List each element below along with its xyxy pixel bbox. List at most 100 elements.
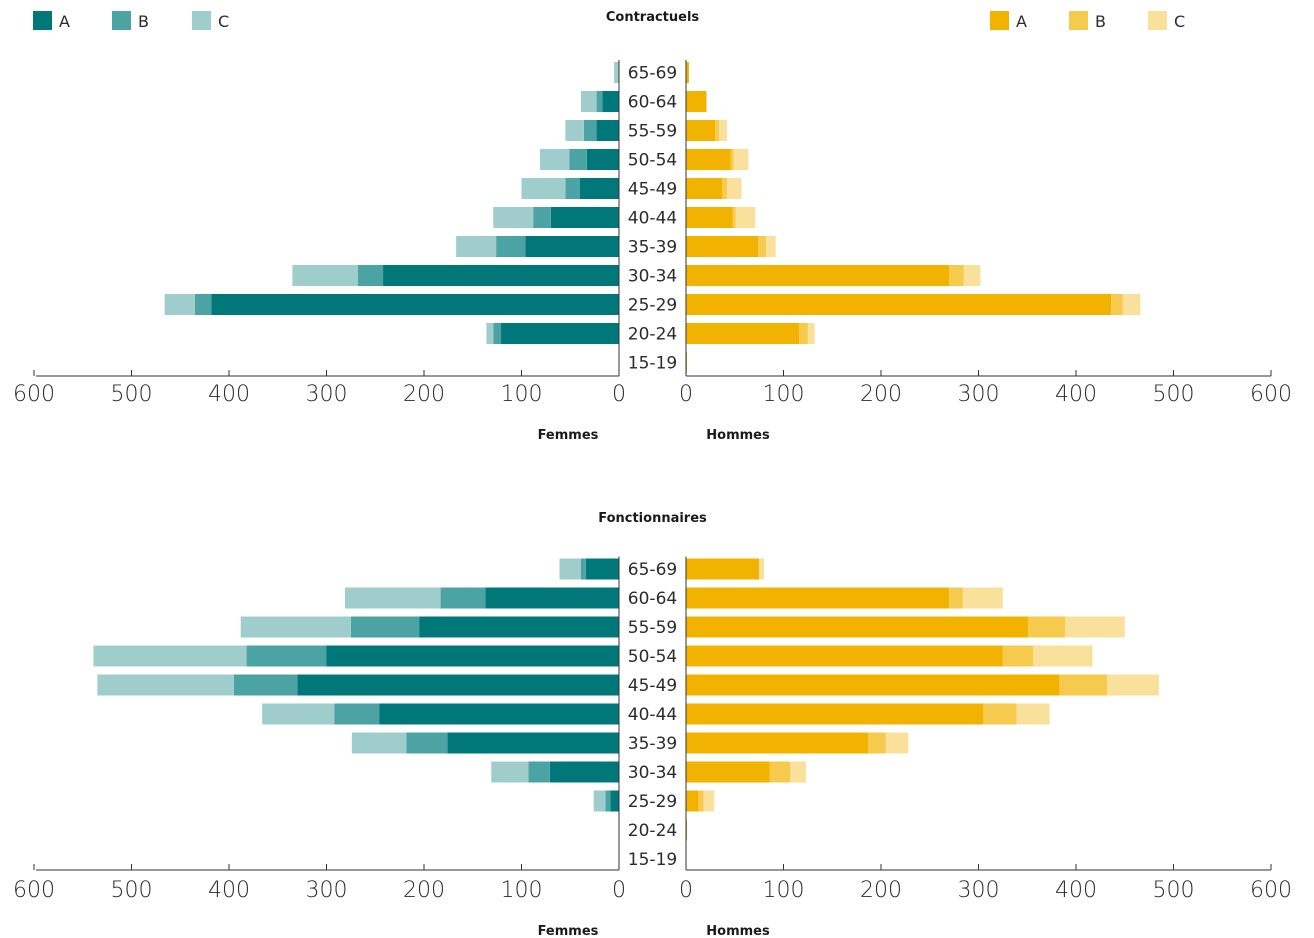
bar-femmes-A-45-49 <box>580 178 619 199</box>
bar-hommes-C-55-59 <box>1065 616 1125 638</box>
bar-femmes-C-65-69 <box>614 62 619 83</box>
bar-hommes-B-40-44 <box>732 207 736 228</box>
legend-swatch-femmes-B <box>112 11 131 30</box>
bar-femmes-B-40-44 <box>533 207 551 228</box>
bar-femmes-C-55-59 <box>240 616 351 638</box>
bar-femmes-C-35-39 <box>351 732 407 754</box>
bar-femmes-B-65-69 <box>580 558 586 580</box>
age-label: 60-64 <box>628 93 677 113</box>
tick-label-hommes: 0 <box>679 878 693 903</box>
tick-label-hommes: 500 <box>1153 382 1195 407</box>
bar-hommes-B-60-64 <box>949 587 963 609</box>
side-label-femmes: Femmes <box>538 924 599 938</box>
bar-femmes-B-30-34 <box>528 761 550 783</box>
bar-femmes-B-40-44 <box>334 703 380 725</box>
age-label: 20-24 <box>628 325 677 345</box>
bar-hommes-C-35-39 <box>885 732 909 754</box>
bar-femmes-A-45-49 <box>297 674 619 696</box>
tick-label-hommes: 400 <box>1055 382 1097 407</box>
bar-femmes-A-25-29 <box>211 294 619 315</box>
bar-femmes-C-45-49 <box>97 674 234 696</box>
bar-hommes-B-25-29 <box>1111 294 1123 315</box>
bar-femmes-B-30-34 <box>357 265 384 286</box>
age-label: 25-29 <box>628 296 677 316</box>
legend-swatch-hommes-C <box>1148 11 1167 30</box>
tick-label-femmes: 100 <box>501 382 543 407</box>
bar-hommes-B-50-54 <box>1002 645 1034 667</box>
tick-label-hommes: 400 <box>1055 878 1097 903</box>
tick-label-hommes: 300 <box>958 382 1000 407</box>
age-label: 15-19 <box>628 354 677 374</box>
bar-femmes-C-65-69 <box>559 558 581 580</box>
age-label: 50-54 <box>628 647 677 667</box>
tick-label-femmes: 600 <box>13 382 55 407</box>
age-label: 30-34 <box>628 763 677 783</box>
tick-label-femmes: 300 <box>306 878 348 903</box>
bar-hommes-A-40-44 <box>686 207 733 228</box>
tick-label-femmes: 200 <box>403 878 445 903</box>
bar-hommes-C-30-34 <box>963 265 981 286</box>
age-label: 65-69 <box>628 560 677 580</box>
chart-title: Contractuels <box>606 10 700 25</box>
age-label: 40-44 <box>628 209 677 229</box>
side-label-femmes: Femmes <box>538 428 599 443</box>
bar-femmes-A-60-64 <box>485 587 619 609</box>
bar-femmes-C-25-29 <box>164 294 195 315</box>
bar-femmes-A-55-59 <box>419 616 619 638</box>
bar-hommes-C-30-34 <box>790 761 806 783</box>
bar-femmes-A-60-64 <box>602 91 619 112</box>
legend-swatch-hommes-B <box>1069 11 1088 30</box>
bar-hommes-A-55-59 <box>686 120 716 141</box>
tick-label-femmes: 300 <box>306 382 348 407</box>
bar-hommes-B-25-29 <box>698 790 704 812</box>
bar-hommes-A-50-54 <box>686 645 1003 667</box>
age-label: 30-34 <box>628 267 677 287</box>
bar-hommes-A-35-39 <box>686 732 869 754</box>
bar-femmes-A-30-34 <box>383 265 619 286</box>
tick-label-hommes: 300 <box>958 878 1000 903</box>
legend-swatch-femmes-C <box>192 11 211 30</box>
age-label: 60-64 <box>628 589 677 609</box>
tick-label-hommes: 500 <box>1153 878 1195 903</box>
bar-femmes-A-40-44 <box>379 703 619 725</box>
bar-hommes-B-55-59 <box>715 120 720 141</box>
age-label: 35-39 <box>628 734 677 754</box>
bar-femmes-A-40-44 <box>550 207 619 228</box>
bar-femmes-C-40-44 <box>262 703 335 725</box>
tick-label-femmes: 400 <box>208 878 250 903</box>
bar-femmes-B-55-59 <box>350 616 420 638</box>
bar-hommes-C-25-29 <box>1122 294 1141 315</box>
bar-femmes-A-35-39 <box>447 732 619 754</box>
legend-swatch-hommes-A <box>990 11 1009 30</box>
bar-femmes-C-30-34 <box>292 265 358 286</box>
bar-hommes-B-20-24 <box>799 323 808 344</box>
bar-femmes-A-50-54 <box>326 645 619 667</box>
bar-hommes-A-25-29 <box>686 294 1112 315</box>
bar-femmes-C-30-34 <box>491 761 529 783</box>
age-label: 50-54 <box>628 151 677 171</box>
tick-label-hommes: 100 <box>763 382 805 407</box>
bar-hommes-B-35-39 <box>758 236 766 257</box>
legend-label-hommes-A: A <box>1016 12 1027 31</box>
bar-hommes-C-40-44 <box>735 207 756 228</box>
tick-label-hommes: 0 <box>679 382 693 407</box>
bar-hommes-A-25-29 <box>686 790 699 812</box>
age-label: 65-69 <box>628 64 677 84</box>
tick-label-femmes: 600 <box>13 878 55 903</box>
legend-label-hommes-C: C <box>1174 12 1185 31</box>
bar-hommes-A-65-69 <box>686 558 760 580</box>
bar-femmes-B-35-39 <box>406 732 448 754</box>
tick-label-femmes: 0 <box>612 878 626 903</box>
legend-label-femmes-A: A <box>59 12 70 31</box>
bar-femmes-C-60-64 <box>580 91 597 112</box>
bar-hommes-A-40-44 <box>686 703 984 725</box>
bar-femmes-C-55-59 <box>565 120 584 141</box>
bar-femmes-B-50-54 <box>569 149 587 170</box>
bar-femmes-C-40-44 <box>493 207 534 228</box>
bar-femmes-B-45-49 <box>565 178 580 199</box>
tick-label-femmes: 100 <box>501 878 543 903</box>
bar-femmes-A-65-69 <box>585 558 619 580</box>
age-label: 35-39 <box>628 238 677 258</box>
